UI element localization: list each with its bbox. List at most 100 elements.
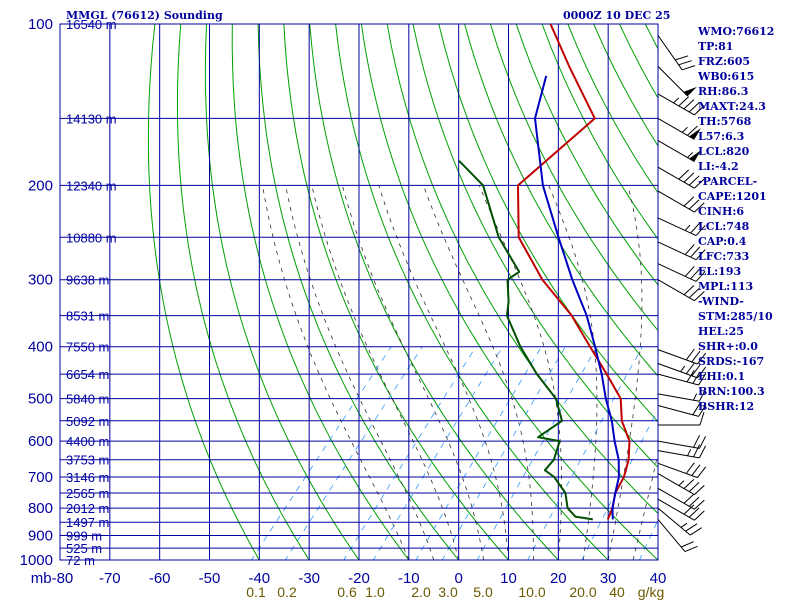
dry-adiabat-line (515, 24, 658, 286)
index-item: EHI:0.1 (698, 370, 746, 383)
height-label: 3753 m (66, 453, 109, 468)
mixing-ratio-label: 0.1 (246, 584, 266, 600)
mixing-ratio-line (372, 346, 504, 560)
wind-barb-feather (694, 105, 705, 116)
height-label: 8531 m (66, 309, 109, 324)
index-item: TH:5768 (698, 115, 752, 128)
index-item: BRN:100.3 (698, 385, 765, 398)
wind-barb-staff (657, 217, 697, 237)
wind-barb-feather (680, 541, 694, 548)
dry-adiabat-line (335, 24, 609, 560)
wind-barb-half-feather (681, 126, 688, 133)
wind-barb-feather (688, 496, 700, 507)
wind-barb-feather (685, 362, 695, 375)
wind-barb-feather (678, 96, 690, 107)
wind-barb-half-feather (673, 97, 680, 104)
mixing-ratio-line (476, 346, 598, 560)
pressure-tick-label: 100 (28, 16, 53, 33)
mixing-ratio-line (441, 346, 566, 560)
wind-barb-feather (685, 462, 695, 474)
wind-barb-feather (683, 196, 695, 207)
wind-barb-feather (685, 523, 698, 532)
wind-barb-staff (657, 35, 683, 71)
wind-barb-staff (657, 117, 695, 140)
wind-barb (657, 348, 707, 365)
index-item: FRZ:605 (698, 55, 751, 68)
wind-barb-staff (657, 373, 699, 386)
dry-adiabat-line (309, 24, 559, 560)
height-label: 14130 m (66, 111, 117, 126)
dry-adiabat-line (257, 24, 460, 560)
wind-barb-feather (692, 403, 701, 416)
temperature-tick-label: -70 (99, 570, 121, 587)
mixing-ratio-label: g/kg (638, 584, 664, 600)
mixing-ratio-label: 5.0 (473, 584, 493, 600)
wind-barb-feather (691, 350, 701, 363)
wind-barb-staff (657, 393, 700, 402)
temperature-tick-label: -10 (398, 570, 420, 587)
wind-barb-half-feather (687, 152, 694, 158)
wind-barb-feather (692, 371, 701, 384)
wind-barb (658, 411, 705, 426)
wind-barb-feather (688, 175, 700, 186)
wind-barb-half-feather (680, 522, 688, 528)
wind-barb-feather (684, 545, 698, 553)
mixing-ratio-line (638, 519, 658, 560)
wind-barb-feather (697, 366, 707, 379)
wind-barb-pennant (683, 86, 697, 97)
wind-barb-feather (691, 364, 701, 377)
index-item: HEL:25 (698, 325, 744, 338)
wind-barb-feather (684, 244, 695, 255)
temperature-tick-label: 10 (500, 570, 517, 587)
wind-barb-staff (657, 473, 695, 496)
wind-barb-feather (694, 499, 705, 510)
wind-barb-feather (695, 225, 706, 236)
wind-barb-staff (657, 507, 691, 536)
wind-barb-feather (694, 510, 705, 521)
mixing-ratio-label: 1.0 (365, 584, 385, 600)
wind-barb-feather (688, 507, 700, 518)
dry-adiabat-line (412, 24, 658, 469)
mixing-ratio-label: 40 (609, 584, 625, 600)
dry-adiabat-line (360, 24, 658, 560)
wind-barb-half-feather (693, 393, 698, 401)
wind-barb-feather (694, 178, 705, 189)
height-label: 6654 m (66, 367, 109, 382)
dry-adiabat-line (231, 24, 410, 560)
wind-barb-staff (657, 450, 700, 459)
wind-barbs (657, 35, 707, 553)
wind-barb-feather (685, 348, 695, 361)
index-item: LCL:748 (698, 220, 750, 233)
index-item: SHR+:0.0 (698, 340, 758, 353)
dry-adiabat-line (147, 24, 260, 560)
pressure-tick-label: 900 (28, 528, 53, 545)
wind-barb (657, 498, 705, 521)
pressure-tick-label: 500 (28, 391, 53, 408)
wind-barb-staff (657, 462, 698, 479)
wind-barb (657, 241, 706, 261)
moist-adiabat-line (285, 185, 435, 560)
wind-barb-feather (683, 504, 695, 515)
mixing-ratio-label: 0.2 (277, 584, 297, 600)
stability-indices-panel: WMO:76612 TP:81 FRZ:605 WB0:615 RH:86.3 MAXT:… (698, 24, 798, 414)
wind-barb-staff (657, 519, 686, 552)
wind-barb-staff (657, 66, 689, 97)
plot-frame (59, 23, 659, 561)
dry-adiabat-line (283, 24, 510, 560)
wind-barb (657, 462, 707, 479)
height-label: 4400 m (66, 434, 109, 449)
dry-adiabat-line (489, 24, 658, 332)
parcel-profile (534, 75, 620, 520)
wind-barb-feather (683, 285, 695, 296)
temperature-tick-label: -60 (149, 570, 171, 587)
index-item: CAPE:1201 (698, 190, 767, 203)
wind-barb-staff (657, 241, 697, 261)
height-label: 5840 m (66, 392, 109, 407)
moist-adiabat-line (378, 185, 509, 560)
wind-barb (657, 166, 705, 189)
wind-barb-staff (657, 440, 700, 449)
pressure-tick-label: 300 (28, 272, 53, 289)
index-item: TP:81 (698, 40, 734, 53)
